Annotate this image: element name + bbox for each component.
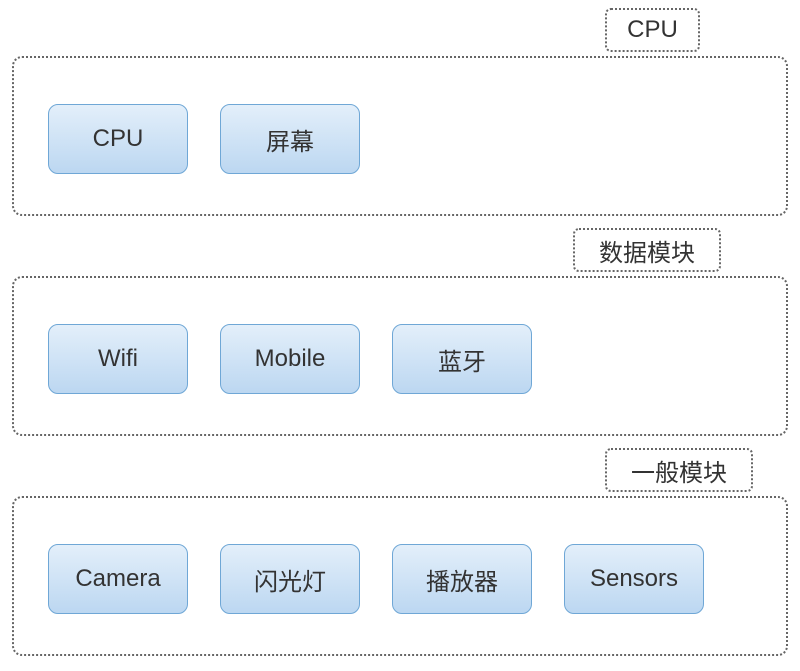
node-player: 播放器	[392, 544, 532, 614]
node-flash: 闪光灯	[220, 544, 360, 614]
node-sensors-label: Sensors	[590, 565, 678, 593]
node-sensors: Sensors	[564, 544, 704, 614]
node-screen-label: 屏幕	[266, 122, 314, 157]
node-bluetooth-label: 蓝牙	[438, 342, 486, 377]
node-camera-label: Camera	[75, 565, 160, 593]
node-cpu: CPU	[48, 104, 188, 174]
node-wifi: Wifi	[48, 324, 188, 394]
node-mobile: Mobile	[220, 324, 360, 394]
group-label-data: 数据模块	[573, 228, 721, 272]
node-wifi-label: Wifi	[98, 345, 138, 373]
node-cpu-label: CPU	[93, 125, 144, 153]
node-bluetooth: 蓝牙	[392, 324, 532, 394]
node-camera: Camera	[48, 544, 188, 614]
group-label-data-text: 数据模块	[599, 233, 695, 268]
group-label-general: 一般模块	[605, 448, 753, 492]
node-mobile-label: Mobile	[255, 345, 326, 373]
node-screen: 屏幕	[220, 104, 360, 174]
group-label-cpu: CPU	[605, 8, 700, 52]
group-label-cpu-text: CPU	[627, 16, 678, 44]
node-flash-label: 闪光灯	[254, 562, 326, 597]
diagram-canvas: CPU CPU 屏幕 数据模块 Wifi Mobile 蓝牙 一般模块 Came…	[0, 0, 800, 671]
node-player-label: 播放器	[426, 562, 498, 597]
group-label-general-text: 一般模块	[631, 453, 727, 488]
